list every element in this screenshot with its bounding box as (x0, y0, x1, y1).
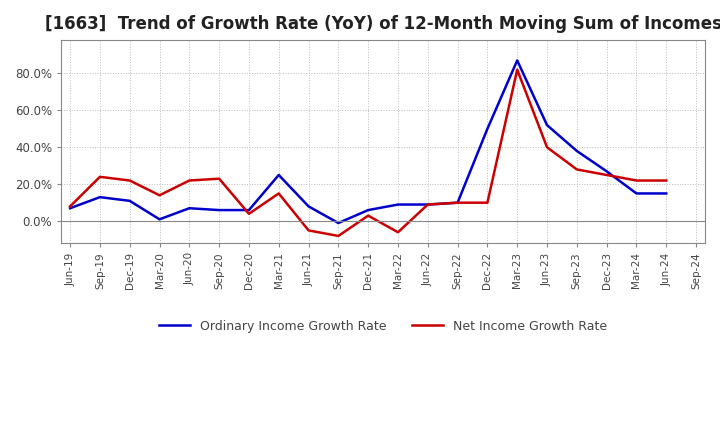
Net Income Growth Rate (513, 67, 521, 72)
Ordinary Income Growth Rate (423, 202, 432, 207)
Ordinary Income Growth Rate (454, 200, 462, 205)
Ordinary Income Growth Rate (572, 148, 581, 154)
Ordinary Income Growth Rate (274, 172, 283, 178)
Net Income Growth Rate (543, 145, 552, 150)
Net Income Growth Rate (66, 204, 74, 209)
Ordinary Income Growth Rate (305, 204, 313, 209)
Title: [1663]  Trend of Growth Rate (YoY) of 12-Month Moving Sum of Incomes: [1663] Trend of Growth Rate (YoY) of 12-… (45, 15, 720, 33)
Ordinary Income Growth Rate (394, 202, 402, 207)
Net Income Growth Rate (334, 233, 343, 238)
Net Income Growth Rate (572, 167, 581, 172)
Ordinary Income Growth Rate (364, 207, 372, 213)
Net Income Growth Rate (454, 200, 462, 205)
Net Income Growth Rate (274, 191, 283, 196)
Ordinary Income Growth Rate (334, 220, 343, 226)
Net Income Growth Rate (125, 178, 134, 183)
Net Income Growth Rate (483, 200, 492, 205)
Ordinary Income Growth Rate (185, 205, 194, 211)
Ordinary Income Growth Rate (632, 191, 641, 196)
Net Income Growth Rate (423, 202, 432, 207)
Ordinary Income Growth Rate (156, 216, 164, 222)
Net Income Growth Rate (603, 172, 611, 178)
Net Income Growth Rate (96, 174, 104, 180)
Net Income Growth Rate (632, 178, 641, 183)
Legend: Ordinary Income Growth Rate, Net Income Growth Rate: Ordinary Income Growth Rate, Net Income … (154, 315, 612, 337)
Net Income Growth Rate (394, 230, 402, 235)
Net Income Growth Rate (364, 213, 372, 218)
Line: Ordinary Income Growth Rate: Ordinary Income Growth Rate (70, 60, 666, 223)
Net Income Growth Rate (156, 193, 164, 198)
Ordinary Income Growth Rate (245, 207, 253, 213)
Ordinary Income Growth Rate (125, 198, 134, 203)
Net Income Growth Rate (662, 178, 670, 183)
Net Income Growth Rate (245, 211, 253, 216)
Ordinary Income Growth Rate (662, 191, 670, 196)
Ordinary Income Growth Rate (96, 194, 104, 200)
Ordinary Income Growth Rate (483, 126, 492, 132)
Net Income Growth Rate (305, 228, 313, 233)
Ordinary Income Growth Rate (543, 122, 552, 128)
Ordinary Income Growth Rate (66, 205, 74, 211)
Line: Net Income Growth Rate: Net Income Growth Rate (70, 70, 666, 236)
Ordinary Income Growth Rate (603, 169, 611, 174)
Ordinary Income Growth Rate (215, 207, 223, 213)
Ordinary Income Growth Rate (513, 58, 521, 63)
Net Income Growth Rate (185, 178, 194, 183)
Net Income Growth Rate (215, 176, 223, 181)
